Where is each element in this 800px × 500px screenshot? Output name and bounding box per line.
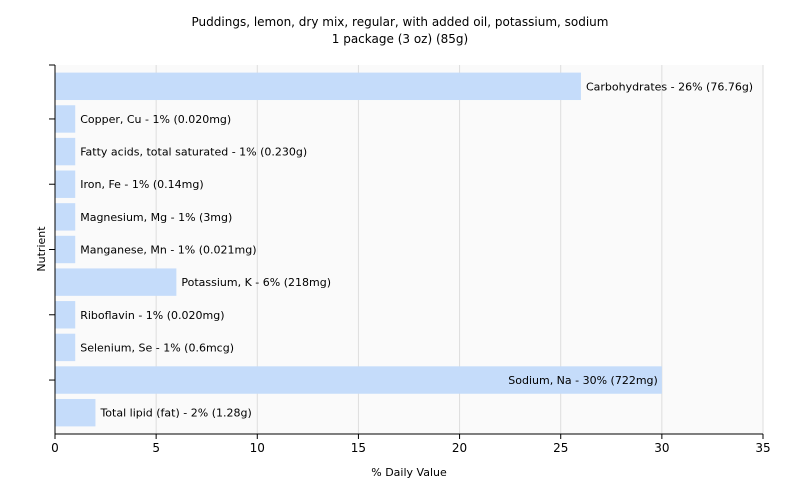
bar-data-label: Iron, Fe - 1% (0.14mg) (80, 178, 203, 191)
chart-subtitle: 1 package (3 oz) (85g) (331, 32, 469, 46)
bar (55, 72, 581, 101)
x-tick-label: 0 (51, 441, 59, 455)
bar-data-label: Magnesium, Mg - 1% (3mg) (80, 211, 232, 224)
bar (55, 235, 76, 264)
x-tick-label: 35 (755, 441, 770, 455)
bar (55, 268, 177, 296)
x-axis-title: % Daily Value (371, 466, 447, 479)
y-axis-title: Nutrient (35, 226, 48, 272)
bar-data-label: Copper, Cu - 1% (0.020mg) (80, 113, 231, 126)
x-tick-label: 5 (152, 441, 160, 455)
bar (55, 203, 76, 231)
x-tick-label: 25 (553, 441, 568, 455)
bar-data-label: Potassium, K - 6% (218mg) (181, 276, 331, 289)
bar-data-label: Riboflavin - 1% (0.020mg) (80, 309, 224, 322)
bar-data-label: Fatty acids, total saturated - 1% (0.230… (80, 146, 307, 159)
bar (55, 301, 76, 329)
bar (55, 366, 662, 394)
bar (55, 137, 76, 166)
bar-data-label: Carbohydrates - 26% (76.76g) (586, 80, 753, 93)
x-tick-label: 10 (250, 441, 265, 455)
bar-data-label: Sodium, Na - 30% (722mg) (508, 374, 658, 387)
chart-title: Puddings, lemon, dry mix, regular, with … (191, 15, 609, 29)
bar (55, 333, 76, 362)
bar-data-label: Total lipid (fat) - 2% (1.28g) (99, 407, 251, 420)
bar-data-label: Selenium, Se - 1% (0.6mcg) (80, 341, 234, 354)
x-tick-label: 15 (351, 441, 366, 455)
bar-data-label: Manganese, Mn - 1% (0.021mg) (80, 244, 256, 257)
bar (55, 398, 96, 427)
x-tick-label: 30 (654, 441, 669, 455)
x-tick-label: 20 (452, 441, 467, 455)
bar (55, 105, 76, 133)
bar (55, 170, 76, 198)
